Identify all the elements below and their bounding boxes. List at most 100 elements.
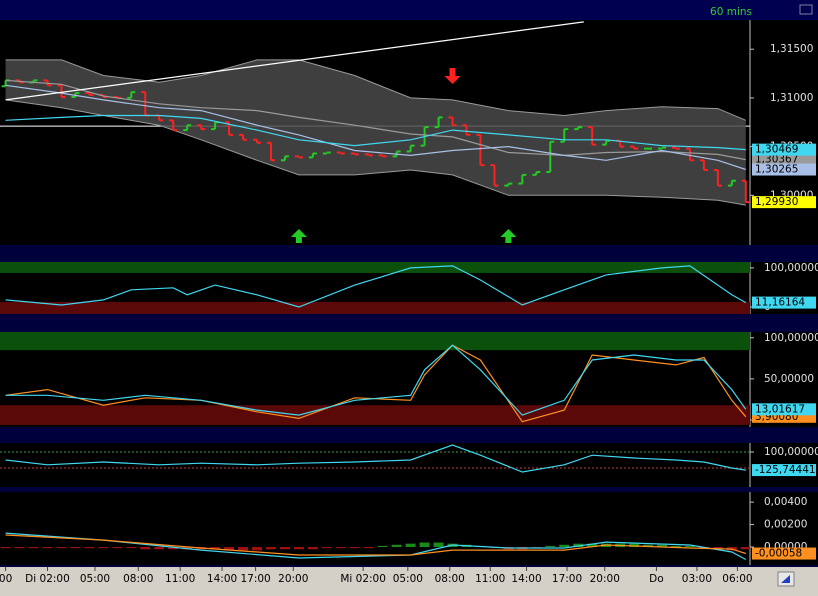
price-bar	[364, 153, 373, 157]
indicator-line	[5, 114, 746, 151]
price-bar	[280, 155, 289, 162]
plot-area	[0, 444, 750, 473]
last-value-label: 1,30265	[755, 164, 798, 176]
price-bar	[546, 140, 555, 173]
last-value-label: -125,74441	[755, 464, 816, 476]
indicator-line	[5, 21, 584, 101]
zone	[0, 332, 750, 351]
histogram-bar	[419, 542, 430, 548]
histogram-bar	[405, 543, 416, 548]
price-bar	[727, 179, 736, 187]
price-bar	[685, 147, 694, 162]
histogram-bar	[335, 547, 346, 549]
indicator-line	[5, 532, 747, 561]
price-bar	[588, 126, 597, 146]
histogram-bar	[28, 547, 39, 549]
y-tick-label: 0,00200	[764, 519, 807, 531]
histogram-bar	[629, 543, 640, 548]
panel-background	[0, 492, 818, 565]
last-value-label-bg	[752, 143, 816, 156]
histogram-bar	[321, 547, 332, 549]
price-bar	[602, 139, 611, 146]
y-tick-label: 1,31000	[770, 92, 813, 104]
histogram-bar	[349, 547, 360, 549]
plot-area	[0, 332, 750, 425]
price-bar	[504, 182, 513, 187]
x-tick-label: 14:00	[207, 573, 237, 585]
price-bar	[574, 126, 583, 131]
x-tick-label: Do	[649, 573, 664, 585]
last-price-label: 1,29930	[755, 196, 798, 208]
price-bar	[252, 138, 261, 144]
window-button[interactable]	[799, 4, 813, 15]
last-value-label-bg	[752, 153, 816, 166]
x-tick-label: 17:00	[240, 573, 270, 585]
price-bar	[741, 179, 750, 204]
band-upper	[5, 59, 746, 121]
price-bar	[658, 146, 667, 150]
last-value-label: 13,01617	[755, 403, 805, 415]
scroll-icon	[781, 575, 790, 583]
histogram-bar	[377, 545, 388, 548]
plot-area	[0, 532, 750, 561]
histogram-bar	[657, 544, 668, 548]
histogram-bar	[126, 547, 137, 549]
histogram-bar	[740, 547, 750, 550]
indicator-line	[5, 79, 746, 161]
price-bar	[127, 91, 136, 99]
last-value-label: 1,30367	[755, 154, 798, 166]
x-tick-label: 11:00	[165, 573, 195, 585]
histogram-bar	[224, 547, 235, 551]
y-tick-label: 100,00000	[764, 332, 818, 344]
histogram-bar	[70, 547, 81, 549]
price-bar	[406, 144, 415, 153]
indicator-line	[5, 265, 747, 308]
histogram-bar	[573, 543, 584, 548]
price-bar	[490, 164, 499, 187]
histogram-bar	[112, 547, 123, 549]
price-bar	[85, 92, 94, 96]
x-tick-label: 03:00	[682, 573, 712, 585]
price-bar	[183, 124, 192, 132]
y-tick-label: 1,31500	[770, 43, 813, 55]
plot-area	[0, 21, 750, 243]
price-bar	[308, 152, 317, 159]
price-bar	[630, 145, 639, 150]
y-tick-label: 0,00400	[764, 496, 807, 508]
histogram-bar	[391, 544, 402, 548]
price-bar	[239, 133, 248, 141]
histogram-bar	[587, 543, 598, 548]
price-bar	[378, 154, 387, 158]
band-lower	[5, 99, 746, 206]
histogram-bar	[154, 547, 165, 550]
last-value-label: -0,00058	[755, 548, 802, 560]
histogram-bar	[210, 547, 221, 550]
price-bar	[350, 152, 359, 156]
top-bar	[0, 0, 818, 20]
x-tick-label: Mi 02:00	[340, 573, 386, 585]
indicator-line	[5, 344, 747, 423]
price-bar	[532, 170, 541, 176]
price-bar	[699, 159, 708, 171]
y-tick-label: 100,00000	[764, 262, 818, 274]
zone	[0, 405, 750, 425]
signal-arrow	[500, 229, 517, 243]
last-price-label-bg	[752, 196, 816, 209]
histogram-bar	[168, 547, 179, 550]
time-axis-bar	[0, 567, 818, 596]
histogram-bar	[0, 547, 11, 549]
histogram-bar	[545, 545, 556, 548]
histogram-bar	[363, 547, 374, 549]
last-value-label-bg	[752, 403, 816, 416]
signal-arrow	[290, 229, 307, 243]
price-bar	[336, 151, 345, 155]
x-tick-label: 00	[0, 573, 12, 585]
x-tick-label: 05:00	[393, 573, 423, 585]
indicator-line	[5, 534, 746, 556]
signal-arrow	[444, 68, 461, 84]
price-bar	[462, 124, 471, 136]
price-bar	[671, 146, 680, 150]
price-bar	[713, 169, 722, 187]
indicator-line	[5, 444, 746, 473]
